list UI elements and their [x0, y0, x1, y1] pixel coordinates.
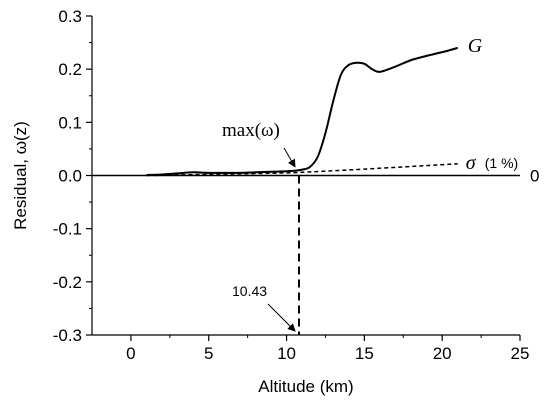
series-sigma-label: σ	[466, 152, 477, 174]
series-sigma-line	[146, 163, 458, 177]
max-omega-arrow	[283, 147, 296, 168]
x-tick-label: 5	[204, 344, 213, 363]
x-tick-label: 15	[355, 344, 374, 363]
x-tick-label: 10	[277, 344, 296, 363]
zero-line-label: 0	[530, 167, 539, 186]
series-g-label: G	[468, 35, 483, 57]
altitude-value-arrow	[267, 303, 296, 332]
y-tick-label: 0.0	[58, 167, 82, 186]
y-axis-title: Residual, ω(z)	[11, 121, 30, 230]
x-axis-ticks: 0 5 10 15 20 25	[126, 335, 529, 363]
series-sigma-percent-label: (1 %)	[485, 155, 518, 171]
x-axis-title: Altitude (km)	[258, 377, 353, 396]
altitude-value-annotation: 10.43	[232, 283, 267, 299]
y-tick-label: -0.2	[53, 273, 82, 292]
y-axis-ticks: 0.3 0.2 0.1 0.0 -0.1 -0.2 -0.3	[53, 7, 92, 345]
x-tick-label: 25	[511, 344, 530, 363]
x-tick-label: 20	[433, 344, 452, 363]
series-g-line	[146, 46, 459, 176]
y-tick-label: 0.3	[58, 7, 82, 26]
max-omega-annotation: max(ω)	[222, 120, 280, 141]
x-tick-label: 0	[126, 344, 135, 363]
y-tick-label: 0.1	[58, 113, 82, 132]
y-tick-label: -0.1	[53, 220, 82, 239]
y-tick-label: -0.3	[53, 326, 82, 345]
y-tick-label: 0.2	[58, 60, 82, 79]
